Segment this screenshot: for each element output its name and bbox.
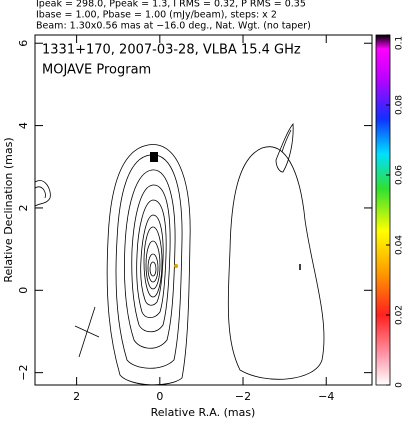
x-tick-label: 2 [73,390,80,403]
x-axis-label: Relative R.A. (mas) [151,406,256,419]
colorbar-tick-label: 0.08 [395,95,405,115]
colorbar-tick-label: 0.02 [395,305,405,325]
plot-frame [34,34,373,386]
colorbar [375,34,391,386]
y-tick-label: 2 [17,204,30,211]
header-line: Ibase = 1.00, Pbase = 1.00 (mJy/beam), s… [36,10,277,21]
header-line: Beam: 1.30x0.56 mas at −16.0 deg., Nat. … [36,21,311,32]
header-line: Ipeak = 298.0, Ppeak = 1.3, I RMS = 0.32… [36,0,306,10]
y-tick-label: 4 [17,122,30,129]
x-tick-label: 0 [156,390,163,403]
y-axis-label: Relative Declination (mas) [2,137,15,282]
contours [35,122,325,385]
y-tick-label: 6 [17,40,30,47]
y-tick-label: −2 [17,365,30,381]
x-tick-label: −2 [235,390,251,403]
colorbar-tick-label: 0.04 [395,235,405,255]
chart-subtitle: MOJAVE Program [42,63,151,78]
colorbar-tick-label: 0.1 [395,36,405,50]
colorbar-tick-label: 0 [395,382,405,388]
x-tick-label: −4 [318,390,334,403]
chart-title: 1331+170, 2007-03-28, VLBA 15.4 GHz [42,43,301,58]
colorbar-tick-label: 0.06 [395,165,405,185]
y-tick-label: 0 [17,287,30,294]
